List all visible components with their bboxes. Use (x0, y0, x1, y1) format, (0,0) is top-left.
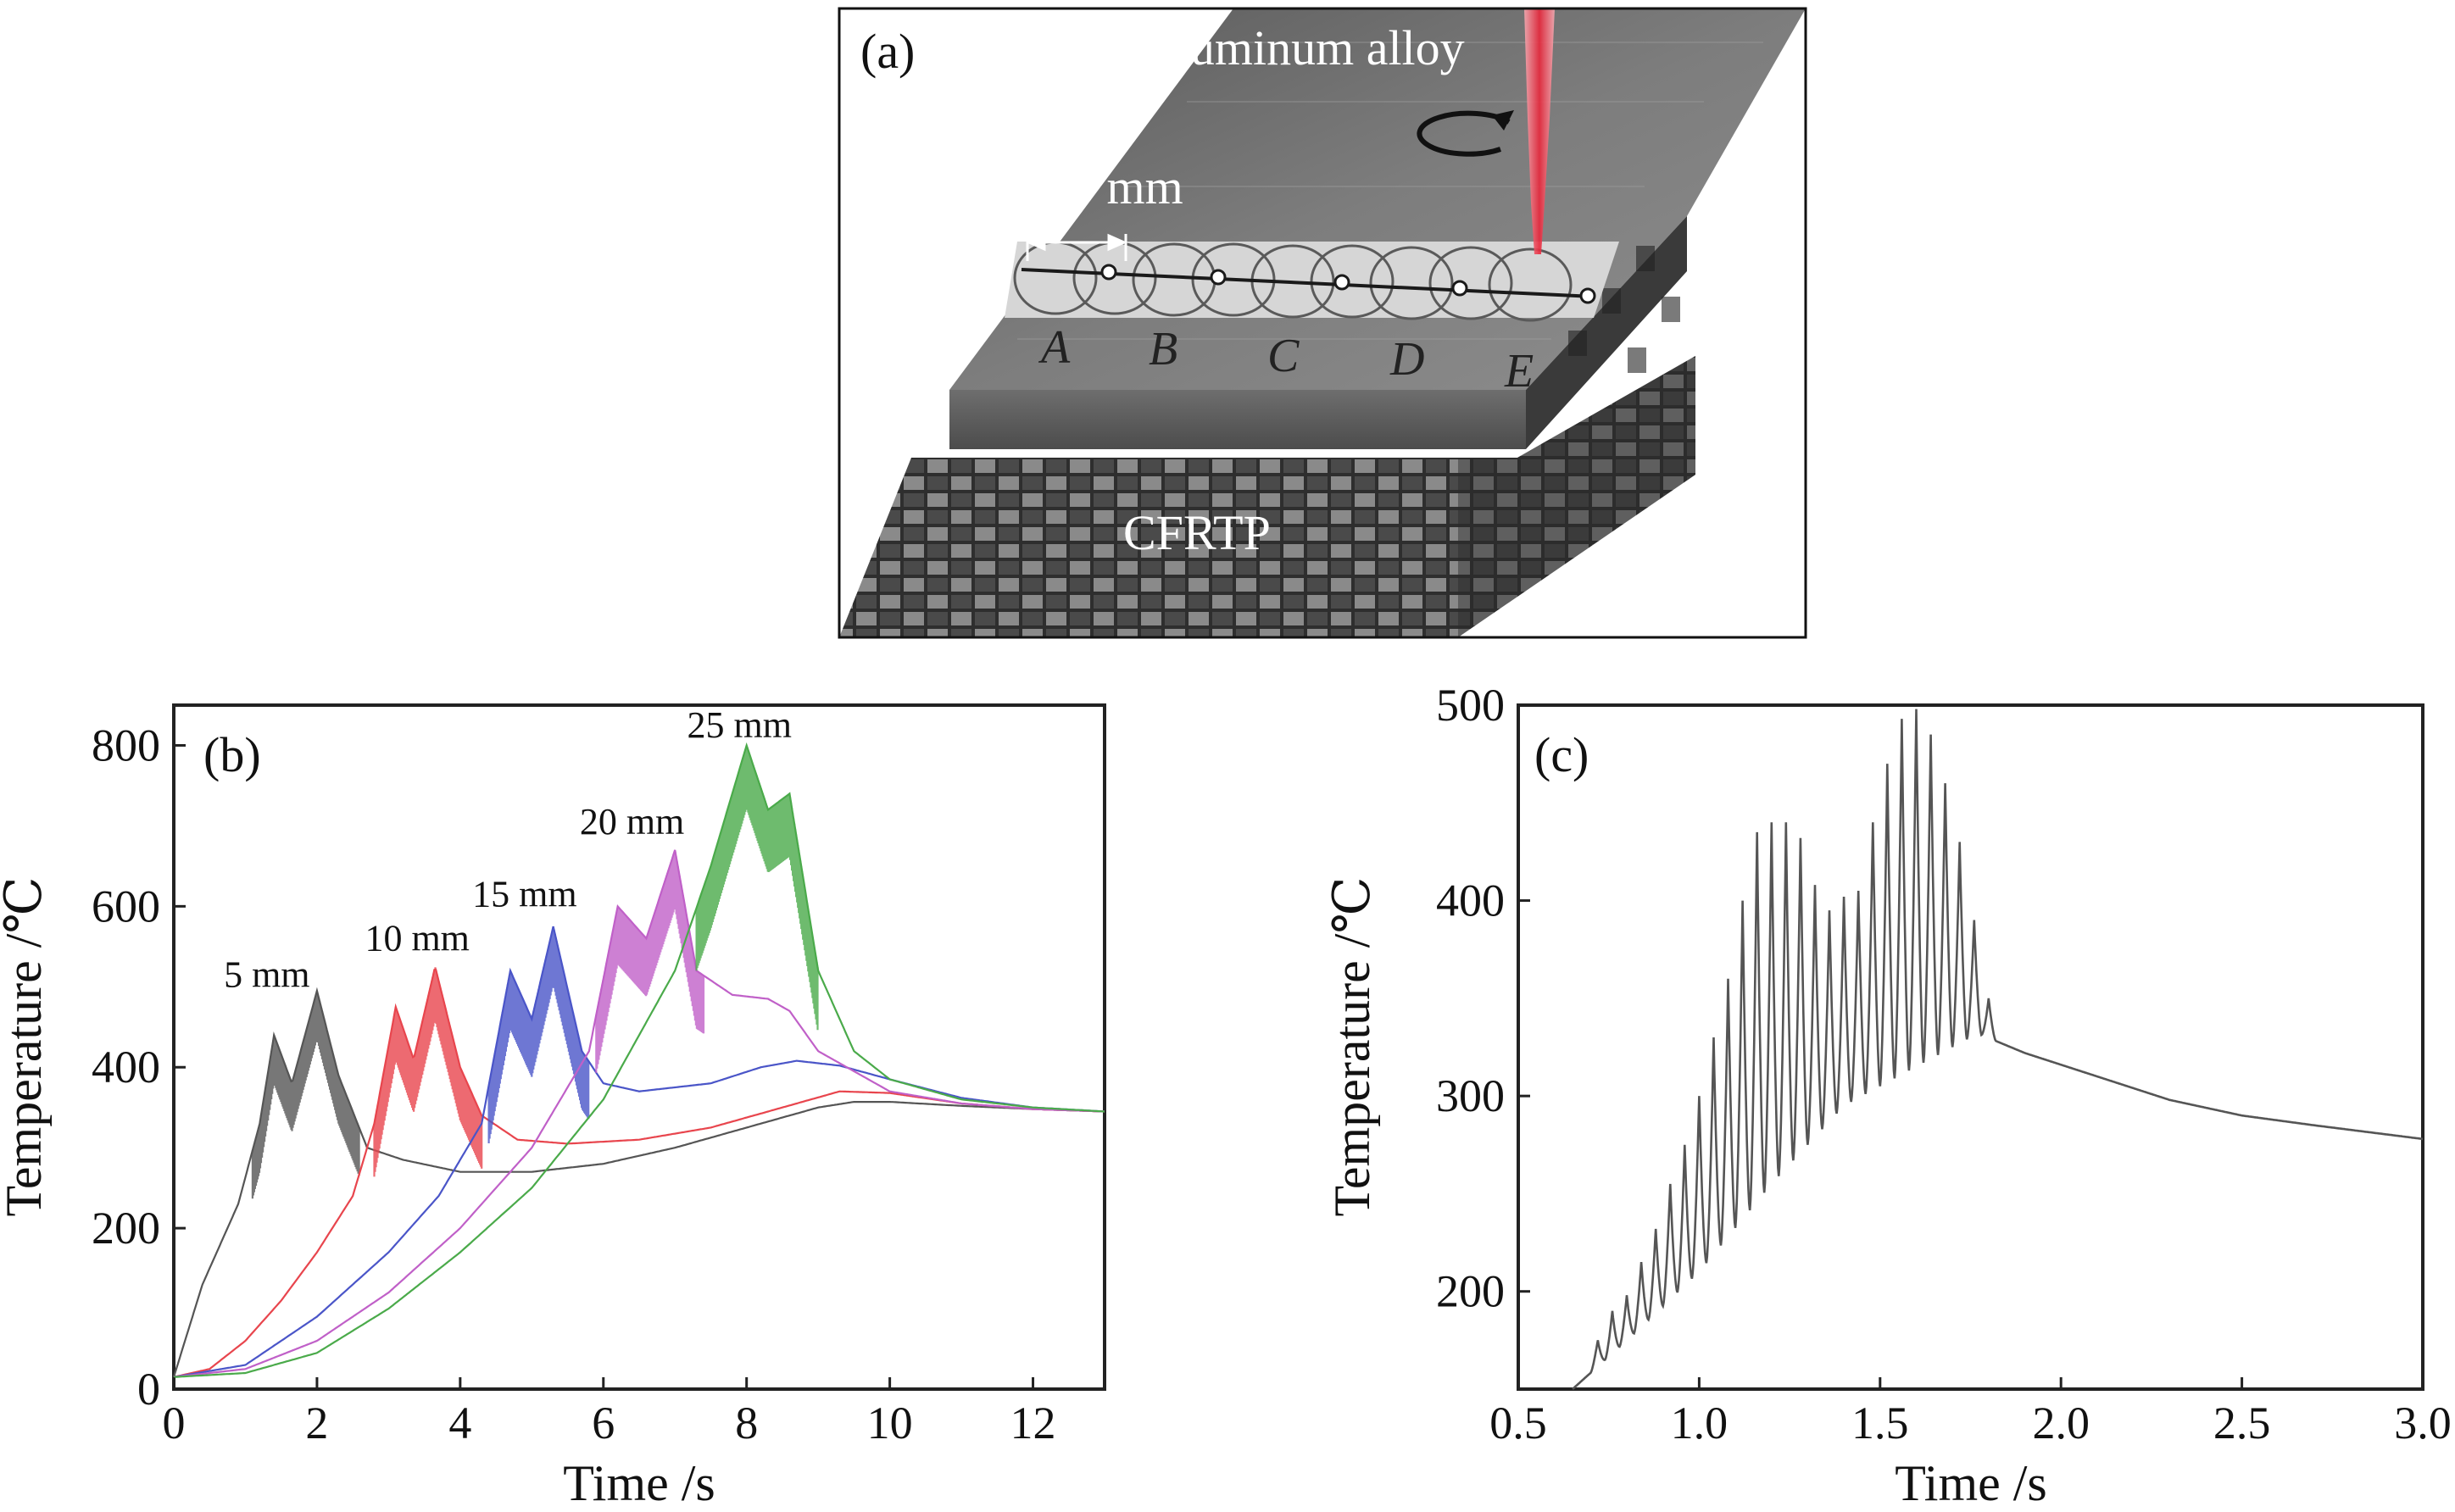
dimension-arrow (1026, 233, 1127, 261)
series-label-25-mm: 25 mm (688, 704, 792, 746)
panel-c-y-tick-label: 300 (1436, 1070, 1505, 1121)
series-label-20-mm: 20 mm (580, 801, 684, 842)
series-label-15-mm: 15 mm (472, 873, 576, 914)
panel-a: (a) aluminum alloy 5 mm CFRTP A B C D E (838, 7, 1807, 639)
series-5-mm (172, 987, 1105, 1378)
oscillation-band-5-mm (251, 991, 360, 1199)
aluminum-plate-front (949, 390, 1526, 449)
oscillation-band-10-mm (373, 967, 483, 1177)
laser-beam (1524, 8, 1555, 254)
oscillation-band-25-mm (695, 746, 819, 1031)
point-label-a: A (1038, 321, 1071, 374)
cfrtp-plate (839, 356, 1695, 637)
panel-c-x-tick-label: 1.5 (1851, 1398, 1909, 1448)
measurement-points (1100, 264, 1596, 304)
panel-b-y-tick-label: 600 (92, 881, 160, 931)
oscillation-band-15-mm (487, 926, 590, 1143)
panel-c-y-tick-label: 500 (1436, 680, 1505, 731)
panel-b-x-tick-label: 2 (305, 1398, 328, 1448)
spacing-label: 5 mm (1070, 159, 1183, 214)
panel-c-y-tick-label: 400 (1436, 876, 1505, 926)
panel-c-x-tick-label: 3.0 (2394, 1398, 2452, 1448)
panel-c-x-axis-label: Time /s (1895, 1455, 2047, 1511)
panel-b-y-axis-label: Temperature /℃ (0, 876, 52, 1216)
panel-b-y-tick-label: 800 (92, 720, 160, 770)
series-25-mm (173, 742, 1105, 1378)
panel-b-x-tick-label: 12 (1010, 1398, 1056, 1448)
series-label-10-mm: 10 mm (365, 918, 469, 959)
line-25-mm (173, 742, 1105, 1378)
point-label-b: B (1149, 323, 1177, 375)
panel-a-label: (a) (860, 24, 915, 79)
panel-c-plot-area (1517, 703, 2424, 1391)
panel-b-x-tick-label: 10 (867, 1398, 913, 1448)
rotation-arrow-icon (1417, 110, 1511, 157)
line-temperature (1572, 709, 2424, 1390)
top-material-label: aluminum alloy (1155, 20, 1465, 75)
point-label-d: D (1389, 333, 1424, 386)
point-label-e: E (1504, 345, 1534, 397)
panel-b-x-tick-label: 0 (163, 1398, 186, 1448)
line-20-mm (173, 849, 1105, 1378)
line-15-mm (173, 926, 1105, 1378)
panel-c-series (1572, 709, 2424, 1390)
series-20-mm (173, 849, 1105, 1378)
panel-b-x-axis-label: Time /s (563, 1455, 715, 1511)
panel-c-x-tick-label: 1.0 (1671, 1398, 1729, 1448)
panel-c-x-tick-label: 2.5 (2213, 1398, 2271, 1448)
panel-b-y-tick-label: 200 (92, 1203, 160, 1254)
panel-b-series (172, 742, 1105, 1378)
panel-c-y-axis-label: Temperature /℃ (1324, 876, 1380, 1216)
panel-c-y-tick-label: 200 (1436, 1266, 1505, 1317)
panel-b-x-tick-label: 6 (592, 1398, 615, 1448)
panel-c-chart: 0.5 1.0 1.5 2.0 2.5 3.0 200 300 400 500 (c) Time… (1324, 680, 2452, 1511)
point-label-c: C (1267, 330, 1300, 382)
panel-c-x-tick-label: 0.5 (1489, 1398, 1547, 1448)
panel-b-x-tick-label: 4 (448, 1398, 471, 1448)
panel-b-y-tick-label: 0 (137, 1364, 160, 1415)
panel-c-x-tick-label: 2.0 (2032, 1398, 2090, 1448)
series-label-5-mm: 5 mm (224, 953, 309, 995)
oscillation-band-20-mm (595, 851, 705, 1073)
panel-b-x-tick-label: 8 (735, 1398, 758, 1448)
panel-c-label: (c) (1534, 727, 1589, 782)
series-15-mm (173, 926, 1105, 1378)
line-5-mm (172, 987, 1105, 1378)
panel-b-y-tick-label: 400 (92, 1042, 160, 1092)
bottom-material-label: CFRTP (1123, 505, 1271, 560)
panel-b-label: (b) (203, 727, 261, 782)
